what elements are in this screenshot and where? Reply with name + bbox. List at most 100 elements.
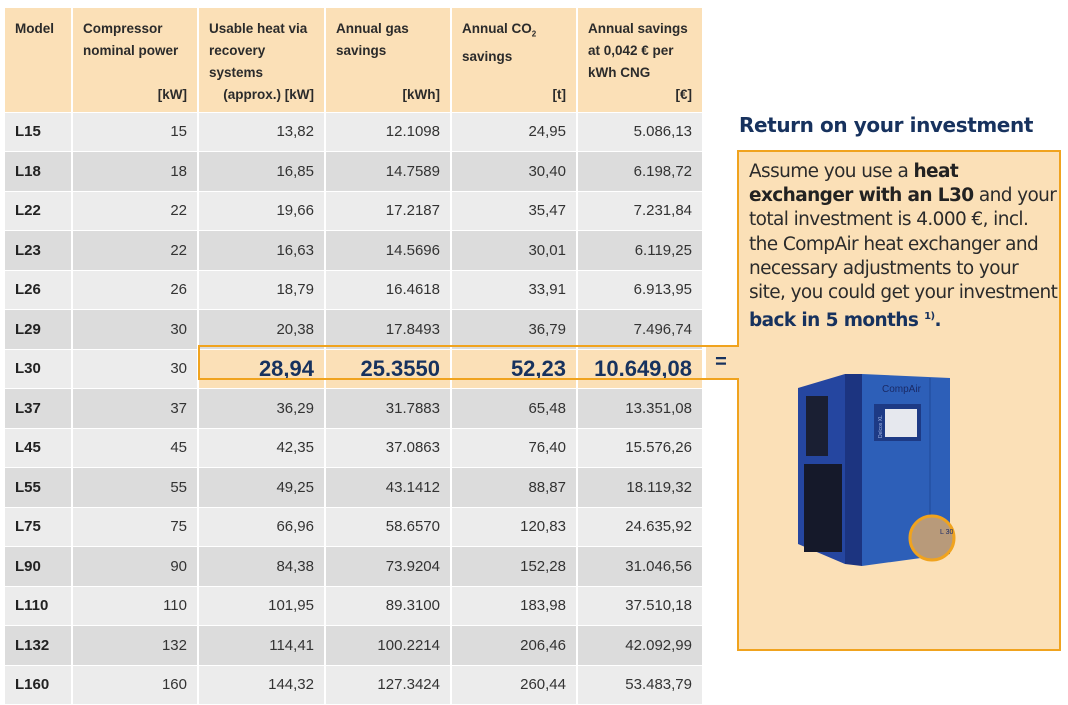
- value-cell: 15.576,26: [577, 428, 704, 468]
- model-cell: L30: [5, 349, 73, 389]
- panel-label: Delcos XL: [878, 415, 884, 438]
- value-cell: 30,40: [451, 151, 578, 192]
- model-cell: L45: [5, 428, 73, 468]
- brand-logo: CompAir: [882, 384, 922, 395]
- value-cell: 52,23: [451, 349, 578, 389]
- table-row: L110 110 101,95 89.3100 183,98 37.510,18: [5, 586, 704, 626]
- table-row: L75 75 66,96 58.6570 120,83 24.635,92: [5, 507, 704, 547]
- header-sub: 2: [531, 29, 537, 39]
- value-cell: 90: [72, 546, 199, 587]
- model-cell: L160: [5, 665, 73, 705]
- value-cell: 35,47: [451, 191, 578, 231]
- model-cell: L55: [5, 467, 73, 508]
- value-cell: 18,79: [198, 270, 326, 310]
- value-cell: 16,63: [198, 230, 326, 271]
- footnote-ref: 1): [924, 311, 935, 323]
- table-row: L30 30 28,94 25.3550 52,23 10.649,08: [5, 349, 704, 389]
- value-cell: 101,95: [198, 586, 326, 626]
- roi-text-part: .: [934, 310, 941, 332]
- roi-text: Assume you use a heat exchanger with an …: [749, 160, 1059, 334]
- roi-title: Return on your investment: [739, 113, 1033, 137]
- table-row: L132 132 114,41 100.2214 206,46 42.092,99: [5, 625, 704, 666]
- value-cell: 152,28: [451, 546, 578, 587]
- value-cell: 25.3550: [325, 349, 452, 389]
- value-cell: 6.119,25: [577, 230, 704, 271]
- header-label: savings: [462, 48, 513, 64]
- value-cell: 28,94: [198, 349, 326, 389]
- value-cell: 65,48: [451, 388, 578, 429]
- model-cell: L15: [5, 112, 73, 152]
- value-cell: 127.3424: [325, 665, 452, 705]
- value-cell: 183,98: [451, 586, 578, 626]
- value-cell: 160: [72, 665, 199, 705]
- model-cell: L90: [5, 546, 73, 587]
- value-cell: 20,38: [198, 309, 326, 350]
- value-cell: 49,25: [198, 467, 326, 508]
- roi-text-bold: heat exchanger with an L30: [749, 161, 974, 207]
- value-cell: 84,38: [198, 546, 326, 587]
- value-cell: 26: [72, 270, 199, 310]
- model-cell: L23: [5, 230, 73, 271]
- model-label: L 30: [940, 529, 953, 536]
- value-cell: 7.231,84: [577, 191, 704, 231]
- value-cell: 30: [72, 309, 199, 350]
- value-cell: 206,46: [451, 625, 578, 666]
- value-cell: 42.092,99: [577, 625, 704, 666]
- value-cell: 24,95: [451, 112, 578, 152]
- value-cell: 16,85: [198, 151, 326, 192]
- table-row: L29 30 20,38 17.8493 36,79 7.496,74: [5, 309, 704, 350]
- value-cell: 6.913,95: [577, 270, 704, 310]
- value-cell: 53.483,79: [577, 665, 704, 705]
- value-cell: 31.7883: [325, 388, 452, 429]
- header-label: Model: [15, 21, 54, 36]
- table-row: L37 37 36,29 31.7883 65,48 13.351,08: [5, 388, 704, 429]
- model-cell: L22: [5, 191, 73, 231]
- header-label: Annual gas savings: [336, 21, 409, 58]
- value-cell: 73.9204: [325, 546, 452, 587]
- value-cell: 22: [72, 230, 199, 271]
- value-cell: 76,40: [451, 428, 578, 468]
- value-cell: 14.5696: [325, 230, 452, 271]
- roi-highlight: back in 5 months: [749, 310, 919, 332]
- value-cell: 37.0863: [325, 428, 452, 468]
- value-cell: 100.2214: [325, 625, 452, 666]
- table-row: L55 55 49,25 43.1412 88,87 18.119,32: [5, 467, 704, 508]
- value-cell: 43.1412: [325, 467, 452, 508]
- model-cell: L75: [5, 507, 73, 547]
- value-cell: 19,66: [198, 191, 326, 231]
- compressor-image: CompAir Delcos XL L 30: [798, 374, 956, 566]
- column-header: Annual gas savings [kWh]: [325, 8, 452, 113]
- column-header: Compressor nominal power [kW]: [72, 8, 199, 113]
- header-unit: (approx.) [kW]: [223, 86, 314, 102]
- value-cell: 37.510,18: [577, 586, 704, 626]
- model-cell: L26: [5, 270, 73, 310]
- value-cell: 12.1098: [325, 112, 452, 152]
- value-cell: 37: [72, 388, 199, 429]
- column-header: Annual savings at 0,042 € per kWh CNG [€]: [577, 8, 704, 113]
- equals-sign: =: [706, 347, 736, 378]
- table-row: L90 90 84,38 73.9204 152,28 31.046,56: [5, 546, 704, 587]
- value-cell: 17.8493: [325, 309, 452, 350]
- table-row: L22 22 19,66 17.2187 35,47 7.231,84: [5, 191, 704, 231]
- header-label: Usable heat via recovery systems: [209, 21, 308, 80]
- value-cell: 14.7589: [325, 151, 452, 192]
- value-cell: 45: [72, 428, 199, 468]
- table-row: L15 15 13,82 12.1098 24,95 5.086,13: [5, 112, 704, 152]
- model-cell: L29: [5, 309, 73, 350]
- value-cell: 33,91: [451, 270, 578, 310]
- value-cell: 30: [72, 349, 199, 389]
- value-cell: 88,87: [451, 467, 578, 508]
- value-cell: 5.086,13: [577, 112, 704, 152]
- value-cell: 13,82: [198, 112, 326, 152]
- header-unit: [kW]: [157, 86, 187, 102]
- header-label: Compressor nominal power: [83, 21, 179, 58]
- value-cell: 260,44: [451, 665, 578, 705]
- value-cell: 144,32: [198, 665, 326, 705]
- column-header: Usable heat via recovery systems (approx.…: [198, 8, 326, 113]
- column-header: Model: [5, 8, 73, 113]
- value-cell: 55: [72, 467, 199, 508]
- table-row: L23 22 16,63 14.5696 30,01 6.119,25: [5, 230, 704, 271]
- header-unit: [t]: [552, 86, 567, 102]
- value-cell: 36,79: [451, 309, 578, 350]
- table-row: L45 45 42,35 37.0863 76,40 15.576,26: [5, 428, 704, 468]
